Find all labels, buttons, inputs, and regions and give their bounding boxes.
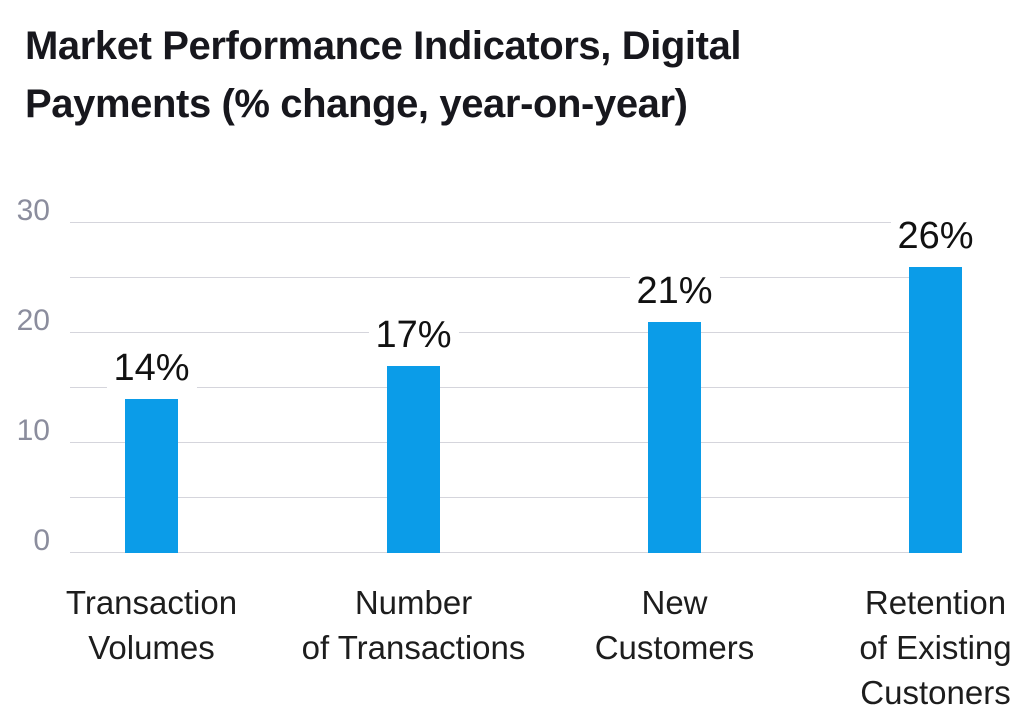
x-axis-label-retention-of-existing-custoners: Retention of Existing Custoners (776, 580, 1024, 715)
gridline-0 (70, 552, 962, 553)
bar-value-label-transaction-volumes: 14% (106, 348, 197, 388)
gridline-10 (70, 442, 962, 443)
bar-value-label-number-of-transactions: 17% (368, 315, 459, 355)
x-axis-label-transaction-volumes: Transaction Volumes (0, 580, 312, 670)
x-axis-label-line: Volumes (88, 629, 215, 666)
gridline-25 (70, 277, 962, 278)
y-axis-tick-20: 20 (16, 304, 50, 337)
bar-retention-of-existing-custoners (909, 267, 962, 553)
x-axis-label-new-customers: New Customers (515, 580, 835, 670)
gridline-20 (70, 332, 962, 333)
bar-new-customers (648, 322, 701, 553)
bar-value-label-new-customers: 21% (629, 271, 720, 311)
gridline-30 (70, 222, 962, 223)
chart-title-line-2: Payments (% change, year-on-year) (25, 82, 688, 126)
x-axis-label-line: of Transactions (301, 629, 526, 666)
x-axis-label-line: Retention (864, 584, 1007, 621)
x-axis-label-line: Custoners (860, 674, 1011, 711)
x-axis-label-line: Transaction (65, 584, 238, 621)
y-axis-tick-0: 0 (33, 524, 50, 557)
plot-area: 0 10 20 30 14% Transaction Volumes 17% Number of … (17, 196, 1012, 712)
gridline-5 (70, 497, 962, 498)
x-axis-label-number-of-transactions: Number of Transactions (254, 580, 574, 670)
y-axis-tick-10: 10 (16, 414, 50, 447)
x-axis-label-line: of Existing (859, 629, 1012, 666)
bar-value-label-retention-of-existing-custoners: 26% (890, 216, 981, 256)
chart-title: Market Performance Indicators, Digital P… (25, 17, 742, 133)
gridline-15 (70, 387, 962, 388)
x-axis-label-line: Number (354, 584, 473, 621)
chart-title-line-1: Market Performance Indicators, Digital (25, 24, 742, 68)
bar-number-of-transactions (387, 366, 440, 553)
bar-transaction-volumes (125, 399, 178, 553)
x-axis-label-line: Customers (594, 629, 755, 666)
x-axis-label-line: New (641, 584, 708, 621)
y-axis-tick-30: 30 (16, 194, 50, 227)
